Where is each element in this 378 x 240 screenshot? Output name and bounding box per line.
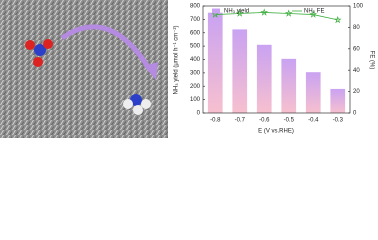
y2-tick-label: 80: [353, 25, 360, 31]
y-tick-label: 500: [190, 44, 201, 50]
fe-marker: ☆: [310, 10, 317, 19]
bar: [281, 58, 297, 113]
x-tick-label: -0.4: [308, 118, 319, 124]
y-tick-label: 0: [197, 111, 201, 117]
y2-axis-title: FE (%): [368, 51, 374, 70]
fe-marker: ☆: [334, 16, 341, 25]
y-axis-title: NH₃ yield (μmol h⁻¹ cm⁻²): [174, 26, 180, 95]
bar: [256, 44, 272, 113]
y2-tick-label: 0: [353, 111, 357, 117]
figure: NH₃ yield (μmol h⁻¹ cm⁻²) FE (%) E (V vs…: [0, 0, 375, 138]
fe-marker: ☆: [285, 9, 292, 18]
bar: [207, 12, 223, 113]
fe-line: [215, 12, 338, 21]
y-tick-label: 200: [190, 84, 201, 90]
x-tick-label: -0.5: [284, 118, 295, 124]
bar: [305, 72, 321, 113]
x-axis-title: E (V vs.RHE): [258, 129, 294, 135]
bar: [232, 29, 248, 113]
chart: NH₃ yield (μmol h⁻¹ cm⁻²) FE (%) E (V vs…: [174, 4, 375, 135]
y-tick-label: 400: [190, 57, 201, 63]
fe-marker: ☆: [236, 9, 243, 18]
y-tick-label: 100: [190, 97, 201, 103]
x-tick-label: -0.8: [210, 118, 221, 124]
y2-tick-label: 40: [353, 68, 360, 74]
y-tick-label: 800: [190, 4, 201, 10]
fe-marker: ☆: [261, 8, 268, 17]
y2-tick-label: 100: [353, 4, 364, 10]
legend-label: NH₃ FE: [304, 9, 324, 15]
legend-label: NH₃ yield: [224, 9, 249, 15]
y2-tick-label: 60: [353, 46, 360, 52]
x-tick-label: -0.6: [259, 118, 270, 124]
bar: [330, 88, 346, 113]
y-tick-label: 300: [190, 70, 201, 76]
y-tick-label: 700: [190, 17, 201, 23]
legend-swatch: [212, 8, 220, 14]
y-tick-label: 600: [190, 30, 201, 36]
y2-tick-label: 20: [353, 89, 360, 95]
plot-frame: [202, 5, 351, 114]
x-tick-label: -0.3: [333, 118, 344, 124]
fe-marker: ☆: [212, 10, 219, 19]
x-tick-label: -0.7: [235, 118, 246, 124]
sem-illustration: [0, 0, 168, 138]
